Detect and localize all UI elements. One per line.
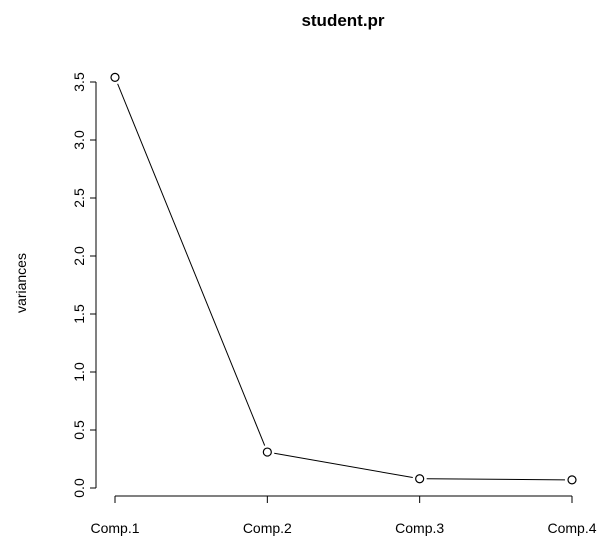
x-axis: Comp.1 Comp.2 Comp.3 Comp.4 — [90, 495, 597, 536]
x-tick-label: Comp.2 — [243, 520, 292, 536]
series-line-segment — [117, 83, 266, 446]
y-tick-label: 2.5 — [71, 188, 87, 208]
data-point — [262, 447, 272, 457]
chart-title: student.pr — [301, 11, 384, 30]
data-point — [567, 475, 577, 485]
x-tick-label: Comp.1 — [90, 520, 139, 536]
series-group — [110, 72, 577, 485]
y-axis: 0.0 0.5 1.0 1.5 2.0 2.5 3.0 3.5 — [71, 72, 97, 498]
data-point — [415, 474, 425, 484]
series-line-segment — [426, 478, 566, 481]
x-tick-label: Comp.4 — [547, 520, 596, 536]
y-tick-label: 2.0 — [71, 246, 87, 266]
y-tick-label: 0.5 — [71, 420, 87, 440]
y-axis-label: variances — [13, 253, 29, 313]
y-tick-label: 3.5 — [71, 72, 87, 92]
x-tick-label: Comp.3 — [395, 520, 444, 536]
y-tick-label: 1.5 — [71, 304, 87, 324]
y-tick-label: 1.0 — [71, 362, 87, 382]
y-tick-label: 0.0 — [71, 478, 87, 498]
y-tick-label: 3.0 — [71, 130, 87, 150]
data-point — [110, 72, 120, 82]
series-line-segment — [274, 452, 413, 479]
